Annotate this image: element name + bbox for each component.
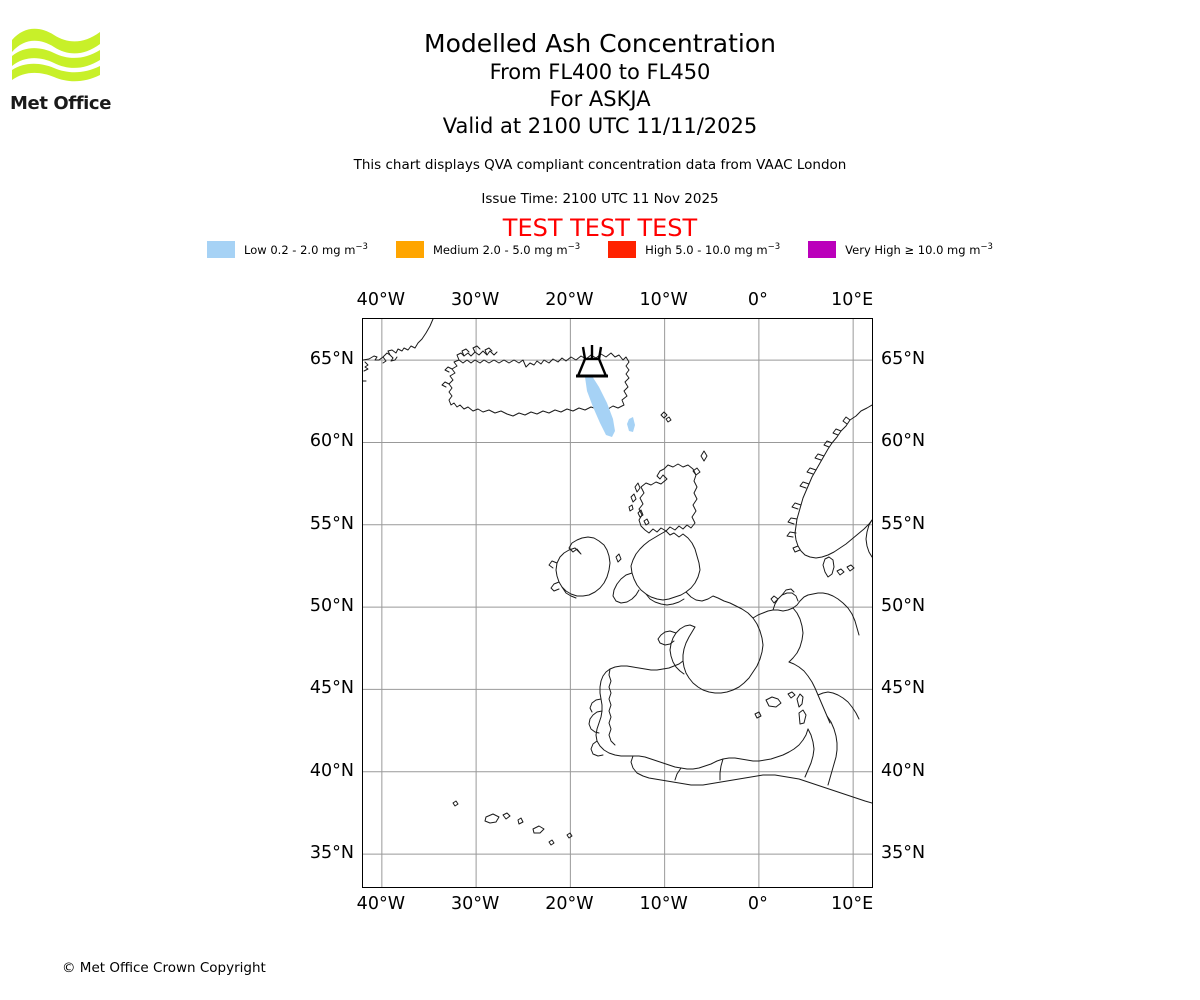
lat-tick-left-2: 45°N <box>309 678 354 699</box>
title-line-4: Valid at 2100 UTC 11/11/2025 <box>442 114 758 138</box>
legend-swatch-low <box>207 241 236 258</box>
lon-tick-bottom-4: 0° <box>747 894 768 914</box>
ash-concentration-map[interactable] <box>362 318 873 888</box>
wave-lines-logo-icon <box>12 28 100 82</box>
qva-note: This chart displays QVA compliant concen… <box>353 157 847 173</box>
legend-item-high: High 5.0 - 10.0 mg m−3 <box>608 241 780 258</box>
lat-tick-left-1: 40°N <box>309 760 354 781</box>
legend-swatch-very-high <box>808 241 837 258</box>
lon-tick-top-2: 20°W <box>545 290 594 310</box>
lon-tick-top-1: 30°W <box>450 290 500 310</box>
legend-swatch-high <box>608 241 637 258</box>
legend-item-medium: Medium 2.0 - 5.0 mg m−3 <box>395 241 581 258</box>
lat-tick-right-4: 55°N <box>881 513 926 534</box>
legend-label-high: High 5.0 - 10.0 mg m−3 <box>645 242 781 257</box>
lon-tick-top-0: 40°W <box>356 290 406 310</box>
graticule-grid <box>363 319 872 887</box>
lon-tick-bottom-0: 40°W <box>356 894 406 914</box>
legend-item-low: Low 0.2 - 2.0 mg m−3 <box>207 241 368 258</box>
legend-label-very-high: Very High ≥ 10.0 mg m−3 <box>845 242 993 257</box>
page-title: Modelled Ash Concentration From FL400 to… <box>0 28 1200 140</box>
met-office-logo: Met Office <box>10 22 130 117</box>
concentration-legend: Low 0.2 - 2.0 mg m−3 Medium 2.0 - 5.0 mg … <box>0 241 1200 258</box>
lat-tick-left-6: 65°N <box>309 349 354 370</box>
volcano-symbol-icon <box>576 345 608 378</box>
lat-tick-right-6: 65°N <box>881 349 926 370</box>
copyright-notice: © Met Office Crown Copyright <box>62 960 266 976</box>
legend-swatch-medium <box>395 241 424 258</box>
coastlines <box>363 319 872 846</box>
lat-tick-right-5: 60°N <box>881 431 926 452</box>
lat-tick-left-3: 50°N <box>309 596 354 617</box>
lon-tick-bottom-5: 10°E <box>831 894 874 914</box>
lon-tick-bottom-2: 20°W <box>545 894 594 914</box>
lat-tick-right-1: 40°N <box>881 760 926 781</box>
lat-tick-left-5: 60°N <box>309 431 354 452</box>
lat-tick-right-2: 45°N <box>881 678 926 699</box>
lon-tick-top-3: 10°W <box>639 290 688 310</box>
issue-time: Issue Time: 2100 UTC 11 Nov 2025 <box>481 191 719 207</box>
test-banner: TEST TEST TEST <box>502 214 698 242</box>
title-line-2: From FL400 to FL450 <box>489 60 711 84</box>
title-line-3: For ASKJA <box>549 87 651 111</box>
lat-tick-left-0: 35°N <box>309 843 354 864</box>
lon-tick-bottom-3: 10°W <box>639 894 688 914</box>
ash-plume-low <box>585 376 635 437</box>
legend-item-very-high: Very High ≥ 10.0 mg m−3 <box>808 241 993 258</box>
lat-tick-right-0: 35°N <box>881 843 926 864</box>
lat-tick-right-3: 50°N <box>881 596 926 617</box>
legend-label-low: Low 0.2 - 2.0 mg m−3 <box>244 242 368 257</box>
map-canvas <box>363 319 872 887</box>
title-line-1: Modelled Ash Concentration <box>424 29 776 58</box>
lat-tick-left-4: 55°N <box>309 513 354 534</box>
legend-label-medium: Medium 2.0 - 5.0 mg m−3 <box>432 242 581 257</box>
lon-tick-top-4: 0° <box>747 290 768 310</box>
lon-tick-top-5: 10°E <box>831 290 874 310</box>
logo-wordmark: Met Office <box>10 93 112 114</box>
lon-tick-bottom-1: 30°W <box>450 894 500 914</box>
